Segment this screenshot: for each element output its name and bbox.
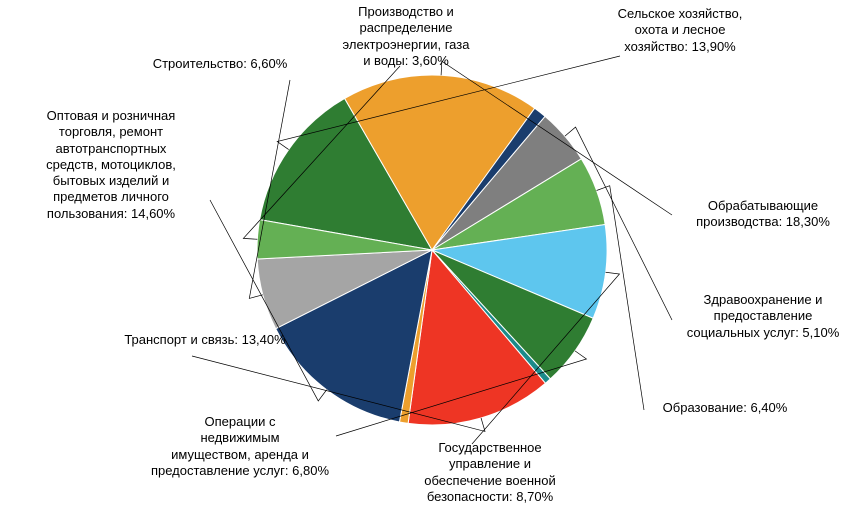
pie-chart: Сельское хозяйство, охота и лесное хозяй… bbox=[0, 0, 864, 516]
pie-svg bbox=[0, 0, 864, 516]
